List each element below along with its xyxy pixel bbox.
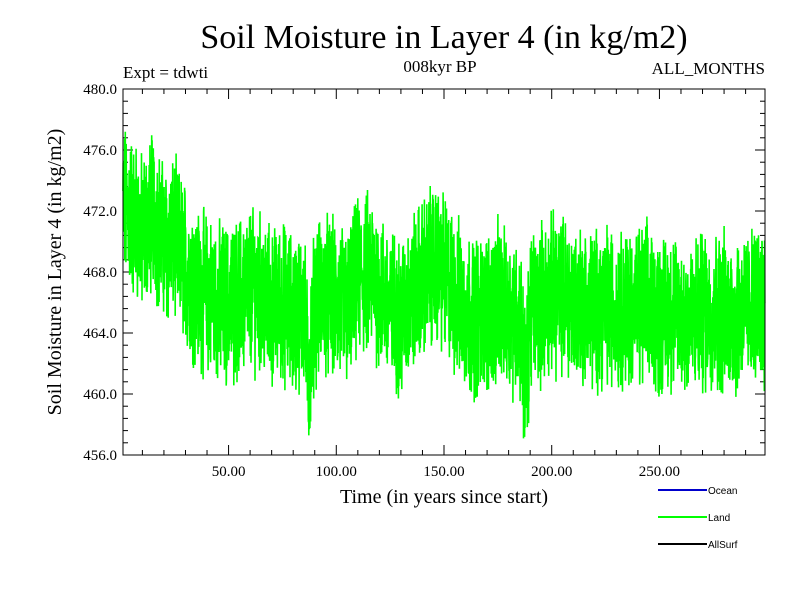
- y-tick-label: 468.0: [83, 265, 117, 281]
- period-label: ALL_MONTHS: [652, 59, 765, 78]
- y-tick-label: 480.0: [83, 82, 117, 98]
- chart-subtitle: 008kyr BP: [403, 57, 476, 76]
- legend-label-ocean: Ocean: [708, 486, 737, 497]
- y-tick-label: 472.0: [83, 204, 117, 220]
- x-axis-label: Time (in years since start): [340, 486, 548, 508]
- x-tick-label: 150.00: [423, 464, 464, 480]
- plot-frame: [122, 88, 766, 456]
- x-tick-label: 200.00: [531, 464, 572, 480]
- axes: 456.0 460.0 464.0 468.0 472.0 476.0 480.0 50.00…: [83, 82, 765, 480]
- y-axis-label: Soil Moisture in Layer 4 (in kg/m2): [44, 129, 66, 416]
- experiment-label: Expt = tdwti: [123, 63, 208, 82]
- x-tick-label: 50.00: [212, 464, 246, 480]
- series-line-land: [122, 131, 766, 439]
- x-tick-label: 250.00: [639, 464, 680, 480]
- y-tick-label: 460.0: [83, 387, 117, 403]
- chart-title: Soil Moisture in Layer 4 (in kg/m2): [200, 19, 687, 56]
- x-tick-label: 100.00: [316, 464, 357, 480]
- legend-label-land: Land: [708, 513, 730, 524]
- legend: Ocean Land AllSurf: [658, 486, 738, 551]
- y-tick-label: 464.0: [83, 326, 117, 342]
- y-tick-label: 476.0: [83, 143, 117, 159]
- series-layer: [122, 131, 766, 439]
- y-tick-label: 456.0: [83, 448, 117, 464]
- legend-label-allsurf: AllSurf: [708, 540, 738, 551]
